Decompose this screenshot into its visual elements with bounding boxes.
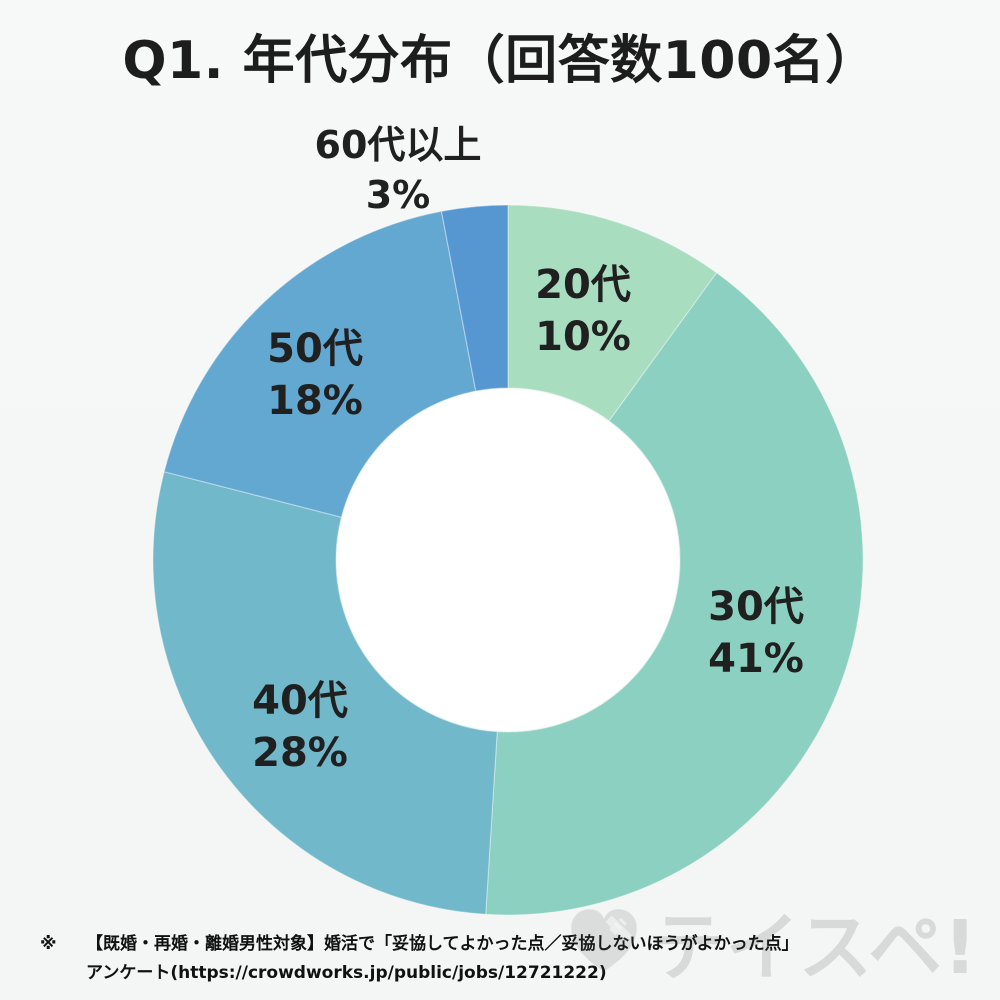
donut-slices — [152, 204, 864, 916]
slice-label-4: 60代以上 3% — [315, 123, 482, 217]
slice-category-label-1: 30代 — [708, 584, 804, 630]
watermark: テイスペ! — [565, 888, 978, 995]
footer-note-mark: ※ — [40, 934, 57, 954]
donut-slice-4 — [440, 204, 509, 392]
donut-slice-1 — [485, 271, 864, 916]
slice-labels: 20代 10%30代 41%40代 28%50代 18%60代以上 3% — [252, 123, 804, 776]
slice-percent-label-3: 18% — [267, 378, 363, 424]
donut-center-hole — [337, 389, 679, 731]
slice-percent-label-0: 10% — [535, 314, 631, 360]
donut-slice-3 — [163, 210, 477, 518]
footer-note-text: 【既婚・再婚・離婚男性対象】婚活で「妥協してよかった点／妥協しないほうがよかった… — [86, 930, 960, 988]
slice-category-label-0: 20代 — [535, 262, 631, 308]
slice-label-0: 20代 10% — [535, 262, 631, 360]
slice-label-3: 50代 18% — [267, 326, 363, 424]
footer-line-2: アンケート(https://crowdworks.jp/public/jobs/… — [86, 963, 607, 983]
watermark-text: テイスペ! — [650, 905, 978, 991]
slice-category-label-4: 60代以上 — [315, 123, 482, 167]
donut-slice-0 — [507, 204, 718, 422]
chart-title: Q1. 年代分布（回答数100名） — [122, 31, 878, 91]
slice-percent-label-2: 28% — [252, 730, 348, 776]
slice-percent-label-1: 41% — [708, 636, 804, 682]
slice-label-2: 40代 28% — [252, 678, 348, 776]
watermark-logo-icon — [570, 908, 637, 972]
slice-label-1: 30代 41% — [708, 584, 804, 682]
footer-note: ※ 【既婚・再婚・離婚男性対象】婚活で「妥協してよかった点／妥協しないほうがよか… — [40, 930, 960, 988]
slice-percent-label-4: 3% — [366, 173, 431, 217]
slice-category-label-3: 50代 — [267, 326, 363, 372]
donut-slice-2 — [152, 470, 498, 915]
slice-category-label-2: 40代 — [252, 678, 348, 724]
footer-line-1: 【既婚・再婚・離婚男性対象】婚活で「妥協してよかった点／妥協しないほうがよかった… — [86, 934, 799, 954]
